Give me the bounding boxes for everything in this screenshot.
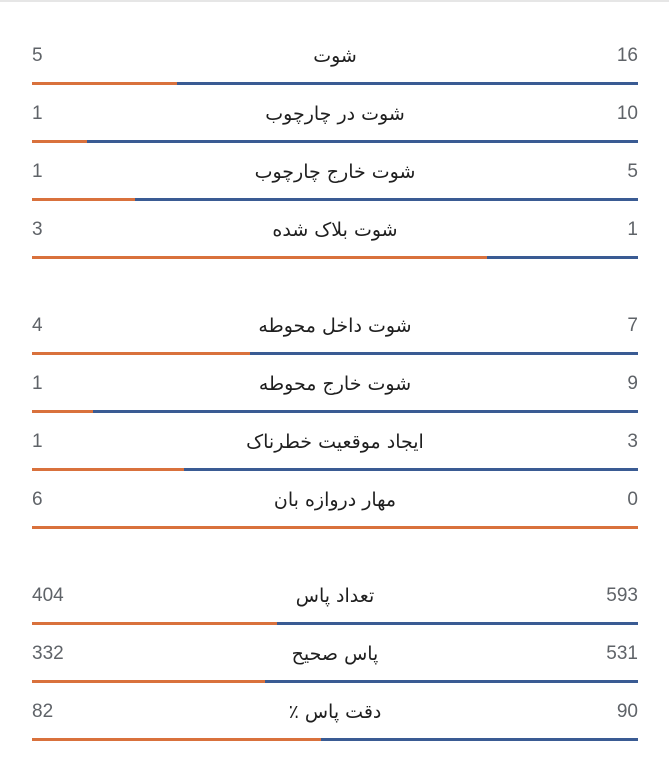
stat-label: شوت در چارچوب (265, 103, 405, 125)
comparison-bar (32, 256, 638, 259)
away-bar-fill (32, 738, 322, 741)
stats-group: 4 7 شوت داخل محوطه 1 9 شوت خارج محوطه 1 … (32, 300, 638, 532)
away-value: 1 (32, 373, 43, 394)
stat-label: شوت خارج محوطه (258, 373, 412, 395)
home-value: 0 (627, 489, 638, 510)
away-value: 3 (32, 219, 43, 240)
home-bar-fill (183, 468, 638, 471)
home-bar-fill (135, 198, 638, 201)
away-bar-fill (32, 82, 178, 85)
stat-row: 6 0 مهار دروازه بان (32, 474, 638, 532)
stat-values: 5 16 (32, 30, 638, 82)
home-value: 10 (616, 103, 638, 124)
away-bar-fill (32, 256, 487, 259)
comparison-bar (32, 526, 638, 529)
home-value: 9 (627, 373, 638, 394)
stat-label: شوت بلاک شده (272, 219, 398, 241)
home-value: 531 (606, 643, 638, 664)
stat-row: 332 531 پاس صحیح (32, 628, 638, 686)
stat-row: 1 5 شوت خارج چارچوب (32, 146, 638, 204)
stat-label: ایجاد موقعیت خطرناک (246, 431, 424, 453)
comparison-bar (32, 680, 638, 683)
away-value: 4 (32, 315, 43, 336)
stat-values: 6 0 (32, 474, 638, 526)
stat-values: 1 5 (32, 146, 638, 198)
stat-values: 4 7 (32, 300, 638, 352)
stat-values: 332 531 (32, 628, 638, 680)
stat-row: 404 593 تعداد پاس (32, 570, 638, 628)
home-value: 593 (606, 585, 638, 606)
away-bar-fill (32, 680, 266, 683)
away-value: 1 (32, 103, 43, 124)
away-value: 82 (32, 701, 54, 722)
stat-label: مهار دروازه بان (273, 489, 397, 511)
stat-values: 1 9 (32, 358, 638, 410)
comparison-bar (32, 82, 638, 85)
comparison-bar (32, 140, 638, 143)
home-bar-fill (486, 256, 638, 259)
stat-label: پاس صحیح (291, 643, 379, 665)
home-value: 90 (616, 701, 638, 722)
away-value: 1 (32, 161, 43, 182)
comparison-bar (32, 198, 638, 201)
comparison-bar (32, 622, 638, 625)
stats-group: 5 16 شوت 1 10 شوت در چارچوب 1 5 شوت خارج… (32, 30, 638, 262)
home-bar-fill (277, 622, 638, 625)
stat-row: 1 10 شوت در چارچوب (32, 88, 638, 146)
top-divider (0, 0, 669, 2)
home-bar-fill (321, 738, 638, 741)
away-value: 5 (32, 45, 43, 66)
match-stats-list: 5 16 شوت 1 10 شوت در چارچوب 1 5 شوت خارج… (32, 30, 638, 782)
stat-values: 82 90 (32, 686, 638, 738)
away-value: 404 (32, 585, 64, 606)
stat-label: دقت پاس ٪ (288, 701, 382, 723)
comparison-bar (32, 738, 638, 741)
away-value: 1 (32, 431, 43, 452)
away-bar-fill (32, 622, 278, 625)
home-value: 7 (627, 315, 638, 336)
stat-label: تعداد پاس (295, 585, 375, 607)
away-bar-fill (32, 526, 638, 529)
stat-label: شوت (313, 45, 357, 67)
stat-label: شوت داخل محوطه (258, 315, 412, 337)
home-bar-fill (86, 140, 638, 143)
stat-row: 3 1 شوت بلاک شده (32, 204, 638, 262)
stat-label: شوت خارج چارچوب (254, 161, 416, 183)
stat-values: 3 1 (32, 204, 638, 256)
home-bar-fill (177, 82, 638, 85)
home-bar-fill (92, 410, 638, 413)
home-bar-fill (250, 352, 638, 355)
home-value: 5 (627, 161, 638, 182)
home-value: 16 (616, 45, 638, 66)
comparison-bar (32, 352, 638, 355)
away-value: 332 (32, 643, 64, 664)
away-bar-fill (32, 198, 136, 201)
stat-values: 1 3 (32, 416, 638, 468)
away-bar-fill (32, 468, 184, 471)
stats-group: 404 593 تعداد پاس 332 531 پاس صحیح 82 90… (32, 570, 638, 744)
stat-row: 1 3 ایجاد موقعیت خطرناک (32, 416, 638, 474)
comparison-bar (32, 468, 638, 471)
away-value: 6 (32, 489, 43, 510)
away-bar-fill (32, 410, 93, 413)
comparison-bar (32, 410, 638, 413)
home-value: 1 (627, 219, 638, 240)
stat-row: 82 90 دقت پاس ٪ (32, 686, 638, 744)
stat-values: 1 10 (32, 88, 638, 140)
stat-values: 404 593 (32, 570, 638, 622)
stat-row: 4 7 شوت داخل محوطه (32, 300, 638, 358)
home-bar-fill (265, 680, 638, 683)
away-bar-fill (32, 352, 251, 355)
stat-row: 5 16 شوت (32, 30, 638, 88)
home-value: 3 (627, 431, 638, 452)
stat-row: 1 9 شوت خارج محوطه (32, 358, 638, 416)
away-bar-fill (32, 140, 87, 143)
